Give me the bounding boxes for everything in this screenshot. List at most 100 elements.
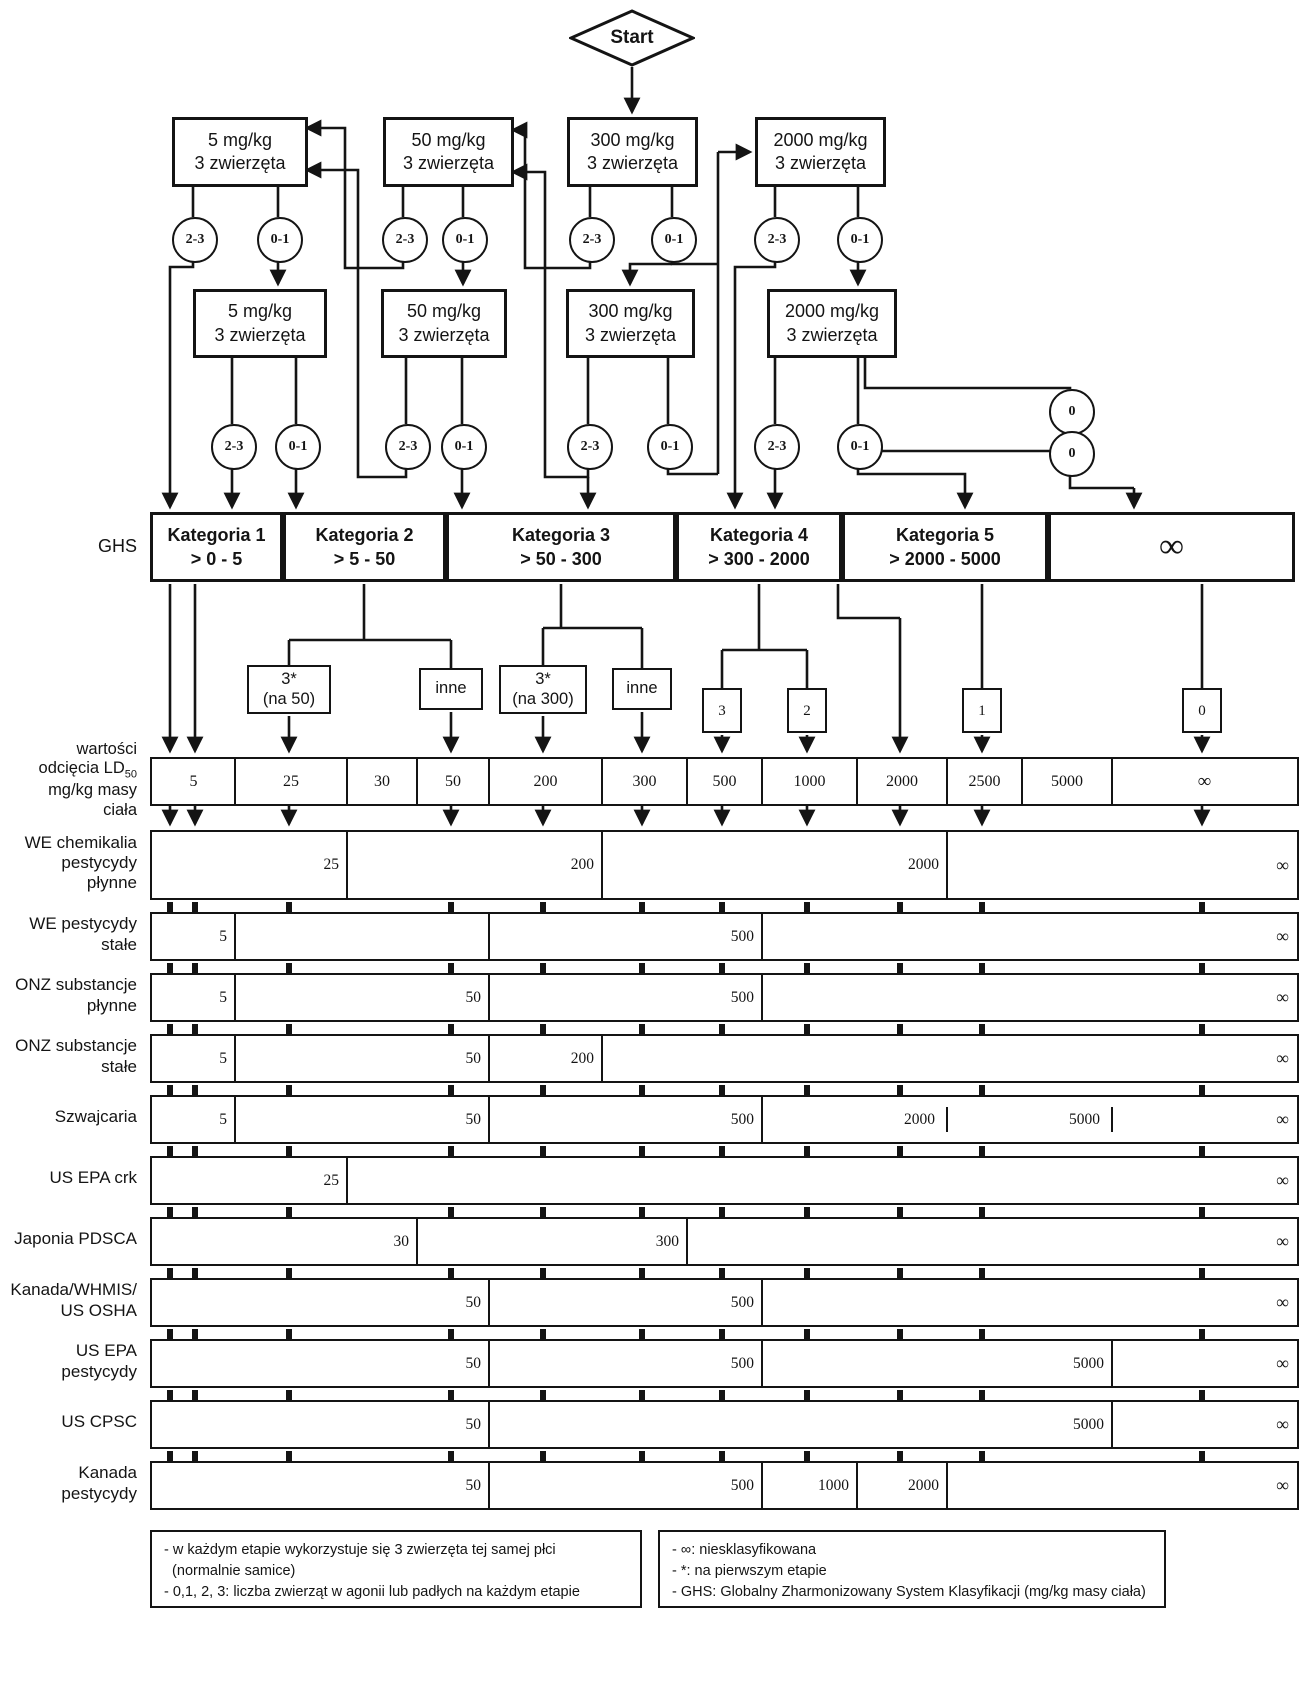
scale-row-label: Kanada/WHMIS/US OSHA xyxy=(10,1280,137,1320)
segment-label: 25 xyxy=(323,1172,340,1189)
segment-label: ∞ xyxy=(1276,1231,1289,1251)
scale-row: 25 200 2000 ∞ xyxy=(150,830,1299,900)
cutoff-gap-tick xyxy=(192,1023,198,1034)
segment-label: ∞ xyxy=(1276,1170,1289,1190)
cutoff-gap-tick xyxy=(286,962,292,973)
outcome-circle-stage1-0-1: 0-1 xyxy=(837,217,883,263)
cutoff-gap-tick xyxy=(897,1023,903,1034)
segment-label: 5000 xyxy=(1073,1416,1104,1433)
segment-divider xyxy=(487,914,491,959)
estimate-box-3-na-300: 3* (na 300) xyxy=(499,665,587,714)
cutoff-gap-tick xyxy=(1199,1023,1205,1034)
scale-row-label: ONZ substancje stałe xyxy=(15,1036,137,1076)
cutoff-gap-tick xyxy=(540,1328,546,1339)
cutoff-gap-tick xyxy=(897,1328,903,1339)
scale-row: 5 50 500 ∞ xyxy=(150,973,1299,1022)
outcome-circle-stage2-2-3: 2-3 xyxy=(211,424,257,470)
cutoff-gap-tick xyxy=(804,1328,810,1339)
outcome-circle-stage2-2-3: 2-3 xyxy=(385,424,431,470)
cutoff-gap-tick xyxy=(979,1206,985,1217)
ld50-cutoff-cell: 2500 xyxy=(968,772,1001,790)
cutoff-gap-tick xyxy=(167,1267,173,1278)
ghs-category-unclassified: ∞ xyxy=(1048,512,1295,582)
segment-divider xyxy=(487,1280,491,1325)
cutoff-gap-tick xyxy=(897,1389,903,1400)
segment-label: ∞ xyxy=(1276,1048,1289,1068)
cutoff-gap-tick xyxy=(719,1023,725,1034)
cutoff-gap-tick xyxy=(804,1389,810,1400)
segment-divider xyxy=(685,1219,689,1264)
cutoff-gap-tick xyxy=(639,1328,645,1339)
segment-label: 50 xyxy=(465,1294,482,1311)
stage1-box-50: 50 mg/kg 3 zwierzęta xyxy=(383,117,514,187)
ld50-cutoff-cell: 2000 xyxy=(886,772,918,790)
outcome-circle-stage2-2-3: 2-3 xyxy=(754,424,800,470)
cutoff-gap-tick xyxy=(286,1145,292,1156)
cutoff-gap-tick xyxy=(540,1389,546,1400)
cutoff-gap-tick xyxy=(719,1145,725,1156)
segment-label: 500 xyxy=(730,1355,754,1372)
segment-divider xyxy=(345,832,349,898)
segment-label: ∞ xyxy=(1276,1475,1289,1495)
cutoff-gap-tick xyxy=(167,1206,173,1217)
scale-row-label: US EPA pestycydy xyxy=(61,1341,137,1381)
scale-row: 50 5000 ∞ xyxy=(150,1400,1299,1449)
segment-label: 5000 xyxy=(1073,1355,1104,1372)
segment-label: ∞ xyxy=(1276,926,1289,946)
scale-row: 5 50 200 ∞ xyxy=(150,1034,1299,1083)
segment-divider xyxy=(760,1097,764,1142)
segment-divider xyxy=(487,1402,491,1447)
cutoff-gap-tick xyxy=(448,1206,454,1217)
segment-label: 25 xyxy=(323,856,340,873)
stage1-box-2000: 2000 mg/kg 3 zwierzęta xyxy=(755,117,886,187)
segment-divider xyxy=(760,1463,764,1508)
cutoff-gap-tick xyxy=(719,1267,725,1278)
segment-divider xyxy=(233,975,237,1020)
animals-label: 3 zwierzęta xyxy=(194,153,286,173)
scale-row: 50 500 1000 2000 ∞ xyxy=(150,1461,1299,1510)
cutoff-gap-tick xyxy=(448,1450,454,1461)
cutoff-gap-tick xyxy=(979,1267,985,1278)
cutoff-gap-tick xyxy=(897,1145,903,1156)
cutoff-gap-tick xyxy=(286,1084,292,1095)
cutoff-gap-tick xyxy=(639,1084,645,1095)
cutoff-gap-tick xyxy=(639,1389,645,1400)
segment-label: 1000 xyxy=(818,1477,849,1494)
ld50-cutoff-cell: 500 xyxy=(712,772,737,790)
cell-divider xyxy=(1110,759,1114,804)
segment-divider xyxy=(487,975,491,1020)
cutoff-gap-tick xyxy=(897,962,903,973)
cutoff-gap-tick xyxy=(1199,1328,1205,1339)
segment-divider xyxy=(487,1341,491,1386)
ld50-cutoff-cell: 1000 xyxy=(793,772,826,790)
segment-label: ∞ xyxy=(1276,1109,1289,1129)
outcome-circle-stage2-0-1: 0-1 xyxy=(647,424,693,470)
animals-label: 3 zwierzęta xyxy=(786,324,878,345)
cutoff-gap-tick xyxy=(540,1145,546,1156)
segment-label: 2000 xyxy=(908,856,939,873)
cutoff-gap-tick xyxy=(804,1023,810,1034)
cutoff-gap-tick xyxy=(540,962,546,973)
segment-divider xyxy=(760,975,764,1020)
segment-label: ∞ xyxy=(1276,1414,1289,1434)
legend-line: - w każdym etapie wykorzystuje się 3 zwi… xyxy=(164,1542,556,1558)
cutoff-gap-tick xyxy=(897,1450,903,1461)
segment-label: 30 xyxy=(393,1233,410,1250)
cutoff-gap-tick xyxy=(1199,901,1205,912)
infinity-symbol: ∞ xyxy=(1159,528,1184,566)
segment-label: 5 xyxy=(219,1111,227,1128)
cutoff-gap-tick xyxy=(897,1206,903,1217)
estimate-box-1: 1 xyxy=(962,688,1002,733)
ld50-cutoff-cell: 25 xyxy=(283,772,299,790)
cutoff-gap-tick xyxy=(448,1084,454,1095)
cutoff-gap-tick xyxy=(286,1267,292,1278)
legend-line: - ∞: niesklasyfikowana xyxy=(672,1542,817,1558)
cutoff-gap-tick xyxy=(167,901,173,912)
ld50-axis-label: wartości odcięcia LD50 mg/kg masy ciała xyxy=(38,739,137,819)
cutoff-gap-tick xyxy=(192,1389,198,1400)
cutoff-gap-tick xyxy=(1199,1084,1205,1095)
segment-label: 5 xyxy=(219,1050,227,1067)
cell-divider xyxy=(945,759,949,804)
animals-label: 3 zwierzęta xyxy=(584,324,677,345)
